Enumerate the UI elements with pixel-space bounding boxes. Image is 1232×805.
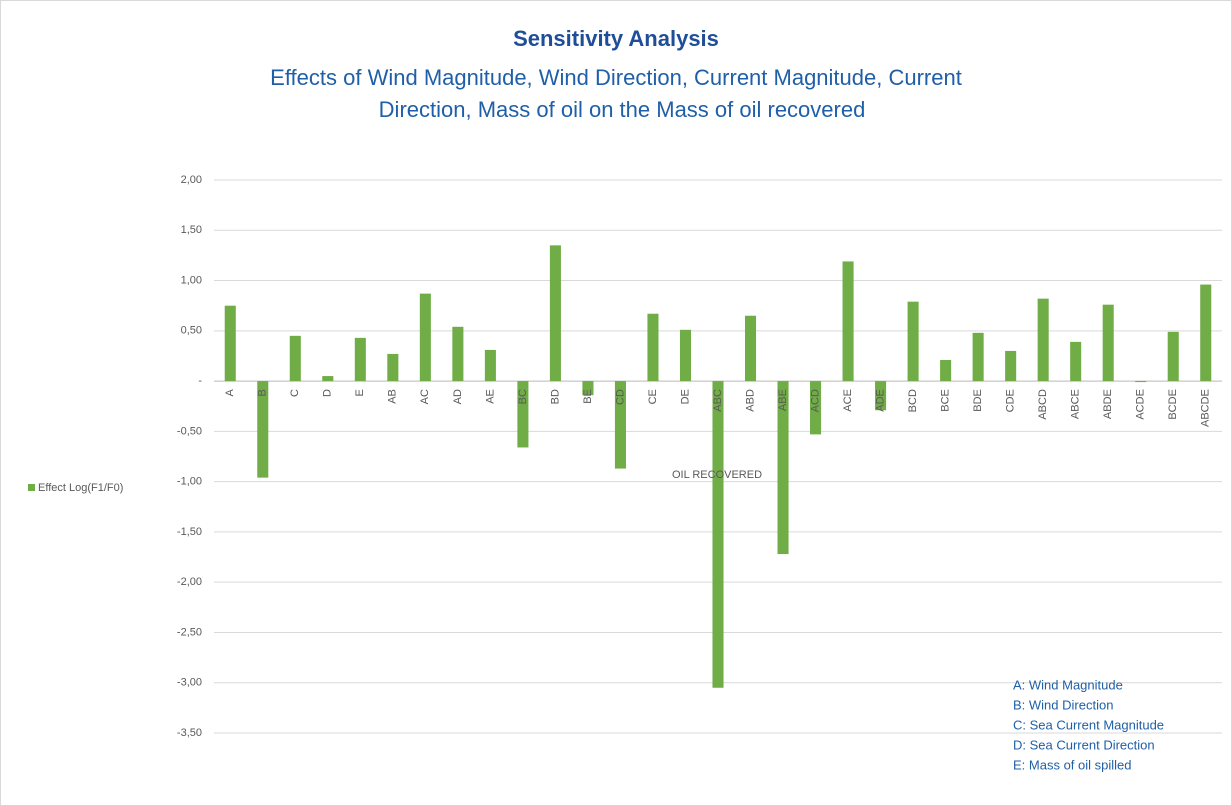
- x-tick-label: BE: [582, 389, 594, 404]
- bar: [387, 353, 399, 382]
- bar: [647, 313, 659, 382]
- y-tick-label: -1,50: [177, 526, 202, 538]
- annotation: D: Sea Current Direction: [1013, 737, 1155, 752]
- bar: [875, 381, 887, 411]
- bar: [972, 332, 984, 382]
- bar: [419, 293, 431, 382]
- x-tick-label: D: [322, 389, 334, 397]
- bar: [842, 261, 854, 382]
- bar: [1102, 304, 1114, 382]
- x-tick-label: ACDE: [1135, 389, 1147, 420]
- legend-swatch: [28, 484, 35, 491]
- chart-title: Sensitivity Analysis: [513, 26, 719, 51]
- x-tick-label: BC: [517, 389, 529, 404]
- annotation: E: Mass of oil spilled: [1013, 757, 1132, 772]
- bar: [907, 301, 919, 382]
- x-tick-label: CDE: [1005, 389, 1017, 412]
- x-tick-label: AB: [387, 389, 399, 404]
- x-tick-label: C: [289, 389, 301, 397]
- y-tick-label: -3,00: [177, 677, 202, 689]
- x-tick-label: BD: [549, 389, 561, 404]
- bar: [452, 326, 464, 382]
- bar: [1070, 341, 1082, 382]
- y-tick-label: 1,00: [181, 274, 202, 286]
- x-tick-label: DE: [679, 389, 691, 404]
- bar: [1005, 350, 1017, 382]
- bar: [1200, 284, 1212, 382]
- y-tick-label: 2,00: [181, 174, 202, 186]
- y-tick-label: -1,00: [177, 476, 202, 488]
- bar: [582, 381, 594, 396]
- x-tick-label: CD: [614, 389, 626, 405]
- x-tick-label: AE: [484, 389, 496, 404]
- x-tick-label: AD: [452, 389, 464, 404]
- bar: [549, 245, 561, 382]
- bar: [679, 329, 692, 382]
- x-tick-label: ABD: [744, 389, 756, 412]
- bar: [257, 381, 269, 478]
- x-tick-label: ADE: [874, 389, 886, 412]
- bar: [712, 381, 724, 688]
- y-tick-label: 0,50: [181, 325, 202, 337]
- y-tick-label: -0,50: [177, 425, 202, 437]
- x-tick-label: ABCDE: [1200, 389, 1212, 427]
- y-tick-label: -2,00: [177, 576, 202, 588]
- bar: [224, 305, 236, 382]
- bar: [289, 335, 301, 382]
- x-tick-label: ACE: [842, 389, 854, 412]
- annotation: B: Wind Direction: [1013, 697, 1113, 712]
- bar: [940, 359, 952, 382]
- bar: [1037, 298, 1049, 382]
- x-tick-label: E: [354, 389, 366, 396]
- x-tick-label: ABC: [712, 389, 724, 412]
- x-tick-label: CE: [647, 389, 659, 404]
- bar: [484, 349, 496, 382]
- x-tick-label: ABDE: [1102, 389, 1114, 419]
- y-tick-label: -3,50: [177, 727, 202, 739]
- y-tick-label: -2,50: [177, 626, 202, 638]
- annotation: C: Sea Current Magnitude: [1013, 717, 1164, 732]
- x-tick-label: BCD: [907, 389, 919, 412]
- chart-subtitle: Direction, Mass of oil on the Mass of oi…: [379, 97, 866, 122]
- bar: [322, 376, 334, 382]
- y-tick-label: -: [198, 375, 202, 387]
- bar: [744, 315, 757, 382]
- bar: [1167, 331, 1179, 382]
- chart-subtitle: Effects of Wind Magnitude, Wind Directio…: [270, 65, 962, 90]
- legend-label: Effect Log(F1/F0): [38, 482, 123, 494]
- x-tick-label: ABE: [777, 389, 789, 411]
- bar: [810, 381, 822, 435]
- x-axis-label: OIL RECOVERED: [672, 469, 762, 481]
- bar: [614, 381, 626, 469]
- bar: [517, 381, 529, 448]
- x-tick-label: BCE: [940, 389, 952, 412]
- y-tick-label: 1,50: [181, 224, 202, 236]
- x-tick-label: BDE: [972, 389, 984, 412]
- x-tick-label: ACD: [809, 389, 821, 412]
- x-tick-label: ABCE: [1070, 389, 1082, 419]
- x-tick-label: BCDE: [1167, 389, 1179, 420]
- x-tick-label: AC: [419, 389, 431, 404]
- annotation: A: Wind Magnitude: [1013, 677, 1123, 692]
- x-tick-label: ABCD: [1037, 389, 1049, 420]
- x-tick-label: A: [224, 388, 236, 396]
- bar: [1135, 381, 1147, 383]
- x-tick-label: B: [257, 389, 269, 396]
- bar: [354, 337, 366, 382]
- bar: [777, 381, 789, 555]
